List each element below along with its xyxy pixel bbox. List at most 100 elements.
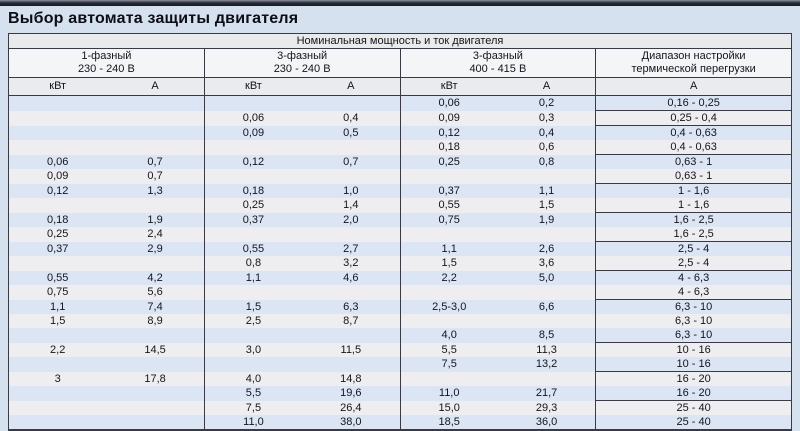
- cell-3ph230-a: 2,0: [302, 212, 401, 227]
- unit-header-kw: кВт: [400, 77, 498, 96]
- cell-3ph400-a: 13,2: [497, 357, 597, 372]
- table-span-header-row: Номинальная мощность и ток двигателя: [8, 33, 792, 49]
- cell-1ph-kw: 0,09: [8, 169, 107, 184]
- group-label-line1: Диапазон настройки: [641, 50, 746, 62]
- cell-3ph230-a: 14,8: [302, 371, 401, 386]
- cell-overload-range: 16 - 20: [595, 386, 792, 401]
- table-row: 0,37 2,9 0,55 2,7 1,1 2,6 2,5 - 4: [8, 241, 792, 256]
- group-label-line1: 3-фазный: [472, 50, 523, 62]
- cell-1ph-a: [106, 110, 205, 126]
- table-row: 0,25 2,4 1,6 - 2,5: [8, 227, 792, 242]
- cell-3ph230-a: 1,0: [302, 183, 401, 198]
- table-row: 5,5 19,6 11,0 21,7 16 - 20: [8, 386, 792, 401]
- group-label-line2: термической перегрузки: [631, 63, 756, 75]
- cell-3ph400-kw: 1,1: [400, 241, 498, 256]
- unit-header-a: А: [106, 77, 205, 96]
- cell-3ph230-kw: 0,37: [204, 212, 303, 227]
- cell-3ph230-a: 0,4: [302, 110, 401, 126]
- table-row: 7,5 13,2 10 - 16: [8, 357, 792, 372]
- cell-3ph230-kw: 3,0: [204, 342, 303, 357]
- cell-1ph-kw: [8, 198, 107, 213]
- cell-3ph230-kw: [204, 95, 303, 111]
- cell-1ph-kw: [8, 95, 107, 111]
- cell-3ph400-kw: 0,75: [400, 212, 498, 227]
- cell-3ph400-kw: 0,09: [400, 110, 498, 126]
- cell-3ph400-a: [497, 371, 597, 386]
- unit-header-kw: кВт: [8, 77, 107, 96]
- table-body: 0,06 0,2 0,16 - 0,25 0,06 0,4 0,09 0,3 0,25 - 0…: [8, 95, 792, 430]
- cell-3ph230-kw: [204, 357, 303, 372]
- cell-1ph-kw: [8, 357, 107, 372]
- page-title: Выбор автомата защиты двигателя: [8, 10, 299, 27]
- cell-3ph230-a: [302, 227, 401, 242]
- cell-overload-range: 6,3 - 10: [595, 314, 792, 328]
- cell-1ph-a: 4,2: [106, 270, 205, 285]
- cell-1ph-kw: [8, 400, 107, 415]
- table-row: 0,55 4,2 1,1 4,6 2,2 5,0 4 - 6,3: [8, 270, 792, 285]
- cell-1ph-kw: 0,55: [8, 270, 107, 285]
- cell-3ph230-kw: [204, 227, 303, 242]
- cell-3ph400-a: 8,5: [497, 328, 597, 343]
- group-label-line1: 1-фазный: [81, 50, 132, 62]
- column-group-header-row: 1-фазный 230 - 240 В 3-фазный 230 - 240 …: [8, 48, 792, 78]
- cell-3ph230-a: [302, 328, 401, 343]
- cell-3ph230-a: [302, 140, 401, 155]
- cell-3ph230-kw: 0,09: [204, 125, 303, 140]
- cell-3ph230-a: 1,4: [302, 198, 401, 213]
- table-row: 2,2 14,5 3,0 11,5 5,5 11,3 10 - 16: [8, 342, 792, 357]
- cell-3ph400-a: 2,6: [497, 241, 597, 256]
- cell-1ph-a: [106, 328, 205, 343]
- cell-3ph230-a: [302, 357, 401, 372]
- cell-1ph-a: [106, 357, 205, 372]
- cell-3ph400-a: 1,5: [497, 198, 597, 213]
- cell-3ph400-a: 0,6: [497, 140, 597, 155]
- cell-1ph-a: 2,4: [106, 227, 205, 242]
- cell-3ph400-kw: 7,5: [400, 357, 498, 372]
- cell-3ph230-kw: 0,18: [204, 183, 303, 198]
- cell-1ph-kw: 0,25: [8, 227, 107, 242]
- cell-3ph400-a: 3,6: [497, 256, 597, 271]
- group-label-line2: 230 - 240 В: [77, 63, 135, 75]
- group-header-3ph-400v: 3-фазный 400 - 415 В: [400, 48, 597, 78]
- table-row: 0,09 0,5 0,12 0,4 0,4 - 0,63: [8, 125, 792, 140]
- motor-breaker-selection-table: Номинальная мощность и ток двигателя 1-ф…: [8, 33, 792, 431]
- table-row: 0,06 0,7 0,12 0,7 0,25 0,8 0,63 - 1: [8, 154, 792, 169]
- cell-3ph400-kw: 2,2: [400, 270, 498, 285]
- cell-3ph400-kw: 0,06: [400, 95, 498, 111]
- cell-3ph230-a: 26,4: [302, 400, 401, 415]
- cell-3ph400-a: 0,3: [497, 110, 597, 126]
- cell-1ph-a: [106, 400, 205, 415]
- cell-1ph-kw: 2,2: [8, 342, 107, 357]
- group-header-3ph-230v: 3-фазный 230 - 240 В: [204, 48, 401, 78]
- cell-overload-range: 4 - 6,3: [595, 285, 792, 300]
- table-row: 11,0 38,0 18,5 36,0 25 - 40: [8, 415, 792, 430]
- cell-overload-range: 10 - 16: [595, 342, 792, 357]
- cell-3ph230-a: 0,7: [302, 154, 401, 169]
- cell-3ph400-kw: 0,12: [400, 125, 498, 140]
- cell-1ph-a: [106, 415, 205, 430]
- unit-header-a: А: [595, 77, 792, 96]
- cell-3ph230-kw: 2,5: [204, 314, 303, 328]
- group-header-1ph-230v: 1-фазный 230 - 240 В: [8, 48, 205, 78]
- cell-3ph230-kw: 0,55: [204, 241, 303, 256]
- cell-1ph-a: 1,3: [106, 183, 205, 198]
- table-row: 4,0 8,5 6,3 - 10: [8, 328, 792, 343]
- cell-3ph400-a: 0,2: [497, 95, 597, 111]
- cell-3ph400-kw: [400, 285, 498, 300]
- cell-3ph400-kw: 0,55: [400, 198, 498, 213]
- cell-1ph-kw: [8, 328, 107, 343]
- cell-3ph230-kw: [204, 285, 303, 300]
- cell-overload-range: 1 - 1,6: [595, 183, 792, 198]
- cell-1ph-a: 5,6: [106, 285, 205, 300]
- cell-3ph230-a: 38,0: [302, 415, 401, 430]
- cell-3ph400-kw: 15,0: [400, 400, 498, 415]
- cell-1ph-a: [106, 198, 205, 213]
- table-row: 0,09 0,7 0,63 - 1: [8, 169, 792, 184]
- cell-3ph230-kw: 1,5: [204, 299, 303, 314]
- cell-3ph230-a: 3,2: [302, 256, 401, 271]
- cell-1ph-a: [106, 386, 205, 401]
- table-row: 0,25 1,4 0,55 1,5 1 - 1,6: [8, 198, 792, 213]
- table-row: 0,06 0,2 0,16 - 0,25: [8, 95, 792, 111]
- cell-1ph-kw: [8, 140, 107, 155]
- cell-overload-range: 6,3 - 10: [595, 299, 792, 314]
